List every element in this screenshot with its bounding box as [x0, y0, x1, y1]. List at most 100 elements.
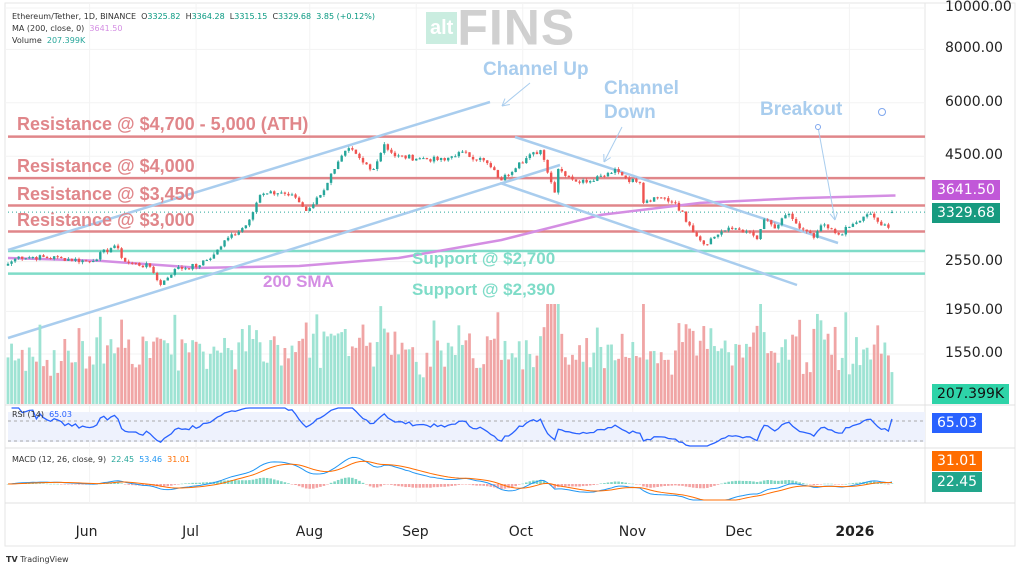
channel-down-label-1: Channel — [604, 78, 679, 99]
macd-histogram-bar — [400, 484, 404, 487]
macd-histogram-bar — [801, 483, 805, 484]
volume-bar — [162, 340, 166, 404]
macd-histogram-bar — [45, 483, 49, 485]
candle-up — [308, 208, 311, 211]
volume-bar — [326, 336, 329, 404]
tradingview-logo[interactable]: TV TradingView — [6, 555, 69, 565]
macd-histogram-bar — [500, 484, 503, 490]
volume-bar — [304, 322, 308, 404]
macd-histogram-bar — [642, 484, 645, 487]
macd-histogram-bar — [70, 484, 74, 485]
macd-histogram-bar — [123, 484, 127, 485]
volume-badge: 207.399K — [932, 384, 1010, 404]
macd-histogram-bar — [347, 477, 351, 484]
channel-up-arrow — [501, 82, 531, 107]
candle-up — [372, 169, 375, 171]
macd-histogram-bar — [691, 484, 695, 488]
macd-histogram-bar — [805, 483, 809, 485]
volume-bar — [677, 323, 681, 404]
macd-histogram-bar — [42, 483, 45, 485]
volume-bar — [148, 357, 152, 404]
candle-up — [816, 231, 819, 238]
candle-down — [826, 224, 830, 229]
candle-down — [77, 258, 81, 263]
candle-up — [184, 268, 187, 270]
channel-up-arrow-head — [501, 98, 506, 107]
channel-down-arrow — [603, 126, 623, 163]
macd-histogram-bar — [67, 484, 70, 485]
macd-histogram-bar — [265, 478, 269, 484]
volume-bar — [549, 304, 553, 404]
macd-histogram-bar — [418, 484, 422, 488]
macd-histogram-bar — [624, 482, 627, 484]
candle-up — [439, 158, 443, 161]
candle-down — [354, 149, 358, 154]
price-axis-tick: 2550.00 — [945, 252, 1003, 269]
macd-histogram-bar — [244, 480, 248, 484]
macd-histogram-bar — [414, 484, 418, 488]
candle-down — [677, 202, 681, 211]
candle-up — [851, 223, 855, 227]
symbol-title: Ethereum/Tether, 1D, BINANCE — [12, 12, 136, 21]
volume-bar — [319, 367, 322, 404]
macd-histogram-bar — [755, 481, 759, 484]
candle-down — [294, 194, 297, 198]
candle-down — [123, 257, 127, 262]
candle-up — [230, 234, 233, 238]
candle-down — [152, 266, 155, 273]
macd-histogram-bar — [6, 484, 10, 485]
volume-bar — [13, 360, 17, 404]
volume-bar — [805, 362, 809, 404]
volume-bar — [553, 304, 557, 404]
volume-bar — [663, 359, 667, 404]
volume-bar — [666, 359, 670, 404]
price-axis-tick: 8000.00 — [945, 40, 1003, 57]
macd-histogram-bar — [56, 483, 59, 485]
candle-up — [397, 155, 400, 157]
macd-histogram-bar — [383, 484, 386, 485]
macd-histogram-bar — [826, 483, 830, 485]
volume-bar — [887, 355, 890, 404]
candle-up — [606, 172, 610, 177]
price-axis-tick: 10000.00 — [945, 0, 1012, 15]
volume-bar — [400, 342, 404, 404]
candle-up — [173, 269, 177, 275]
macd-histogram-bar — [170, 484, 173, 486]
candle-down — [564, 171, 567, 176]
candle-up — [759, 229, 762, 240]
volume-bar — [517, 341, 521, 404]
candle-down — [411, 154, 414, 161]
macd-histogram-bar — [471, 484, 475, 486]
macd-histogram-bar — [450, 484, 454, 486]
macd-histogram-bar — [354, 479, 358, 484]
volume-bar — [113, 353, 116, 404]
volume-bar — [489, 340, 493, 404]
candle-up — [92, 261, 95, 263]
candle-down — [635, 178, 638, 182]
macd-histogram-bar — [461, 484, 464, 485]
candle-up — [248, 219, 251, 226]
channel-up-label: Channel Up — [483, 59, 589, 80]
macd-histogram-bar — [205, 482, 209, 484]
candle-down — [770, 220, 773, 225]
breakout-anchor-point — [815, 124, 821, 130]
macd-histogram-bar — [858, 482, 862, 484]
macd-signal-value: 31.01 — [167, 455, 191, 464]
macd-line — [7, 456, 893, 501]
macd-histogram-bar — [766, 480, 769, 484]
volume-bar — [290, 345, 294, 404]
candle-down — [475, 159, 478, 161]
ma-legend: MA (200, close, 0) 3641.50 — [12, 24, 122, 34]
volume-bar — [539, 336, 542, 404]
volume-bar — [347, 356, 351, 404]
candle-down — [585, 179, 588, 183]
volume-bar — [141, 336, 145, 404]
candle-down — [42, 255, 45, 257]
candle-down — [578, 181, 581, 183]
channel-down-upper-line — [514, 135, 839, 245]
time-axis-tick: Nov — [618, 524, 647, 540]
macd-histogram-bar — [514, 484, 517, 487]
volume-bar — [649, 351, 652, 404]
volume-bar — [478, 367, 482, 404]
